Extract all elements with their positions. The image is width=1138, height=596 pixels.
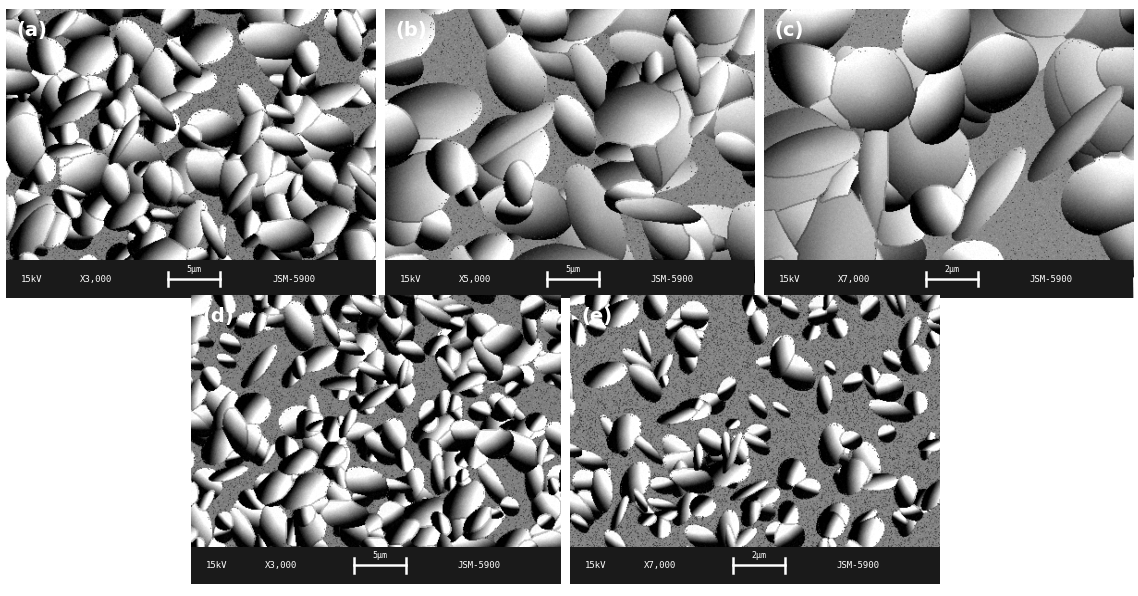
Text: (e): (e)	[582, 306, 612, 325]
Text: 15kV: 15kV	[206, 561, 228, 570]
Bar	[570, 547, 940, 584]
Text: 5μm: 5μm	[372, 551, 387, 560]
Text: 15kV: 15kV	[585, 561, 607, 570]
Text: 15kV: 15kV	[778, 275, 800, 284]
Text: (c): (c)	[775, 20, 805, 39]
Bar	[6, 260, 376, 298]
Bar	[385, 260, 754, 298]
Text: JSM-5900: JSM-5900	[1030, 275, 1073, 284]
Text: 5μm: 5μm	[566, 265, 580, 274]
Text: (b): (b)	[396, 20, 428, 39]
Text: 15kV: 15kV	[20, 275, 42, 284]
Text: (a): (a)	[17, 20, 48, 39]
Text: 15kV: 15kV	[399, 275, 421, 284]
Bar	[191, 547, 561, 584]
Text: (d): (d)	[203, 306, 234, 325]
Text: JSM-5900: JSM-5900	[836, 561, 880, 570]
Text: X3,000: X3,000	[265, 561, 297, 570]
Text: X5,000: X5,000	[459, 275, 490, 284]
Text: JSM-5900: JSM-5900	[457, 561, 501, 570]
Text: X7,000: X7,000	[644, 561, 676, 570]
Text: JSM-5900: JSM-5900	[651, 275, 694, 284]
Text: 2μm: 2μm	[751, 551, 766, 560]
Bar	[764, 260, 1133, 298]
Text: JSM-5900: JSM-5900	[272, 275, 315, 284]
Text: X7,000: X7,000	[838, 275, 869, 284]
Text: 2μm: 2μm	[945, 265, 959, 274]
Text: X3,000: X3,000	[80, 275, 112, 284]
Text: 5μm: 5μm	[187, 265, 201, 274]
